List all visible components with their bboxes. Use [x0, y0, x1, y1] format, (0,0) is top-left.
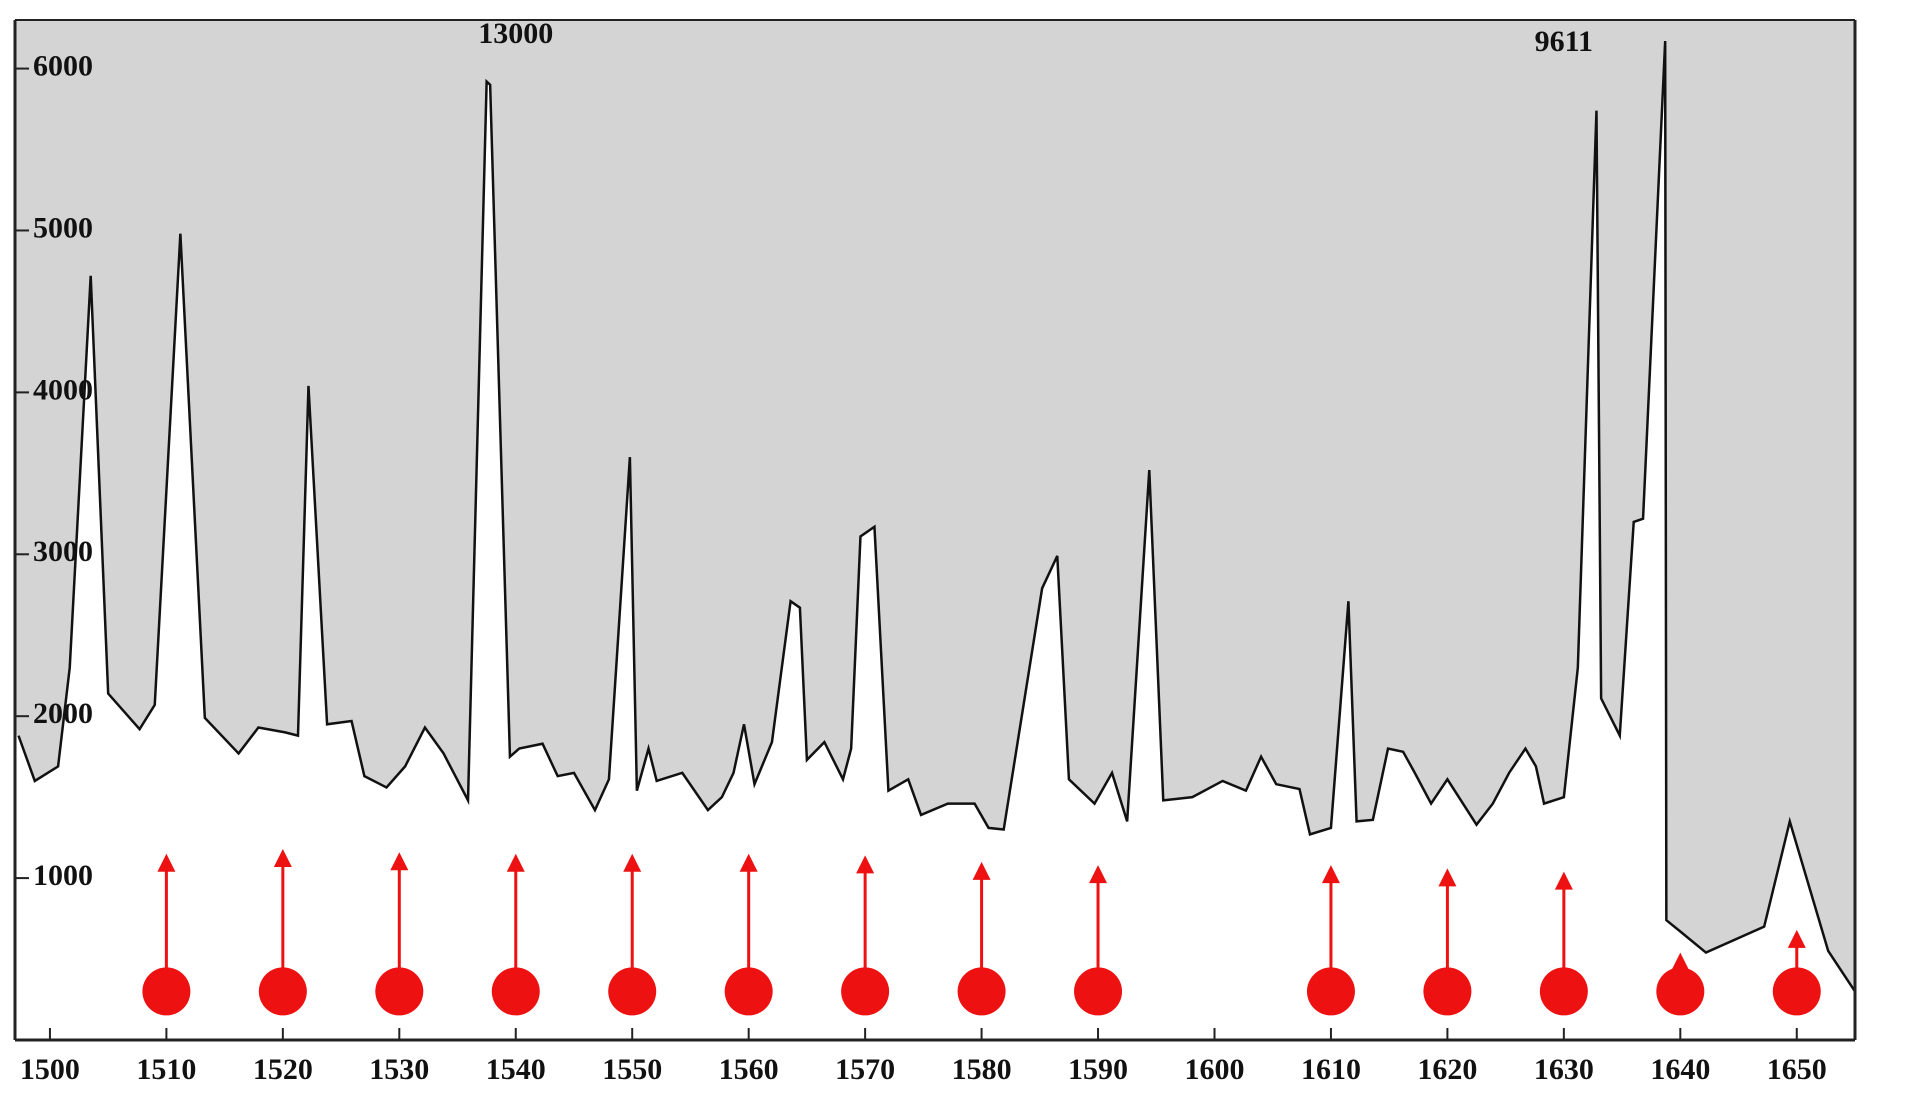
x-tick-label: 1650	[1767, 1053, 1827, 1086]
x-tick-label: 1550	[602, 1053, 662, 1086]
arrow-dot	[957, 967, 1006, 1016]
arrow-dot	[608, 967, 657, 1016]
arrow-head	[157, 853, 176, 872]
arrow-dot	[1423, 967, 1472, 1016]
y-tick-label: 6000	[33, 49, 93, 82]
arrow-head	[1438, 868, 1457, 887]
arrow-dot	[491, 967, 540, 1016]
x-tick-label: 1510	[136, 1053, 196, 1086]
x-tick-label: 1540	[486, 1053, 546, 1086]
arrow-head	[739, 853, 758, 872]
x-tick-label: 1630	[1534, 1053, 1594, 1086]
y-tick-label: 4000	[33, 373, 93, 406]
arrow-dot	[1656, 967, 1705, 1016]
arrow-dot	[724, 967, 773, 1016]
arrow-dot	[258, 967, 307, 1016]
annotation: 13000	[478, 17, 553, 50]
x-tick-label: 1580	[952, 1053, 1012, 1086]
annotation: 9611	[1535, 25, 1593, 58]
arrow-dot	[375, 967, 424, 1016]
x-tick-label: 1620	[1417, 1053, 1477, 1086]
arrow-head	[1321, 865, 1340, 884]
arrow-head	[623, 853, 642, 872]
x-tick-label: 1640	[1650, 1053, 1710, 1086]
shaded-area	[15, 20, 1855, 992]
arrow-head	[1554, 871, 1573, 890]
y-tick-label: 5000	[33, 211, 93, 244]
arrow-dot	[841, 967, 890, 1016]
arrow-dot	[1074, 967, 1123, 1016]
x-tick-label: 1530	[369, 1053, 429, 1086]
x-tick-label: 1500	[20, 1053, 80, 1086]
arrow-head	[972, 861, 991, 880]
arrow-head	[1089, 865, 1108, 884]
y-tick-label: 3000	[33, 535, 93, 568]
arrow-head	[273, 848, 292, 867]
arrow-head	[1671, 952, 1690, 971]
arrow-dot	[1306, 967, 1355, 1016]
arrow-dot	[1539, 967, 1588, 1016]
arrow-head	[390, 852, 409, 871]
x-tick-label: 1520	[253, 1053, 313, 1086]
data-line	[17, 40, 1857, 993]
x-tick-label: 1600	[1184, 1053, 1244, 1086]
x-tick-label: 1610	[1301, 1053, 1361, 1086]
y-tick-label: 1000	[33, 859, 93, 892]
arrow-head	[856, 855, 875, 874]
arrow-dot	[1772, 967, 1821, 1016]
arrow-dot	[142, 967, 191, 1016]
x-tick-label: 1570	[835, 1053, 895, 1086]
x-tick-label: 1560	[719, 1053, 779, 1086]
arrow-head	[1787, 929, 1806, 948]
arrow-head	[506, 853, 525, 872]
x-tick-label: 1590	[1068, 1053, 1128, 1086]
y-tick-label: 2000	[33, 697, 93, 730]
